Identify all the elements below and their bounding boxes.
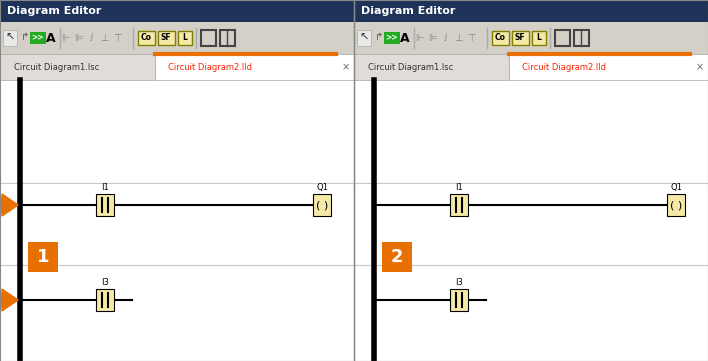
Text: L: L — [537, 34, 542, 43]
Bar — [178, 31, 192, 45]
Text: SF: SF — [515, 34, 525, 43]
Bar — [382, 242, 412, 272]
Text: L: L — [183, 34, 188, 43]
Text: >>: >> — [32, 34, 44, 43]
Text: SF: SF — [161, 34, 171, 43]
Bar — [354, 0, 708, 361]
Text: A: A — [400, 31, 410, 44]
Text: ↱: ↱ — [21, 32, 29, 42]
Text: ×: × — [342, 62, 350, 72]
Bar — [28, 242, 58, 272]
Bar — [0, 22, 354, 54]
FancyArrow shape — [0, 194, 18, 216]
Bar — [667, 194, 685, 216]
Bar — [574, 30, 589, 46]
Text: Q1: Q1 — [316, 183, 328, 192]
Bar — [313, 194, 331, 216]
Bar — [0, 80, 354, 361]
Bar — [96, 194, 114, 216]
Text: ×: × — [696, 62, 704, 72]
Bar — [354, 80, 708, 361]
Bar — [155, 54, 354, 80]
Bar — [0, 54, 354, 80]
Bar — [138, 31, 155, 45]
Text: ⊥: ⊥ — [100, 33, 108, 43]
Text: Q1: Q1 — [670, 183, 682, 192]
Text: ⊥: ⊥ — [454, 33, 462, 43]
Text: ⊤: ⊤ — [113, 33, 121, 43]
Text: ↱: ↱ — [375, 32, 383, 42]
Bar — [158, 31, 175, 45]
Bar — [450, 194, 468, 216]
Bar — [30, 32, 46, 44]
Text: >>: >> — [386, 34, 398, 43]
Bar — [357, 30, 371, 46]
Bar — [354, 54, 509, 80]
Text: A: A — [46, 31, 56, 44]
Bar — [354, 22, 708, 54]
Text: ⊩: ⊩ — [61, 33, 69, 43]
Text: ⊤: ⊤ — [467, 33, 475, 43]
Text: 1: 1 — [37, 248, 50, 266]
Bar — [450, 289, 468, 311]
Bar — [96, 289, 114, 311]
Text: Diagram Editor: Diagram Editor — [361, 6, 455, 16]
Bar — [0, 0, 354, 361]
Bar — [354, 0, 708, 22]
Bar — [0, 0, 354, 22]
Bar — [201, 30, 216, 46]
Text: Diagram Editor: Diagram Editor — [7, 6, 101, 16]
Bar — [492, 31, 509, 45]
Bar — [220, 30, 235, 46]
Text: 2: 2 — [391, 248, 404, 266]
Text: ( ): ( ) — [316, 200, 328, 210]
Text: ( ): ( ) — [670, 200, 682, 210]
Text: I3: I3 — [101, 278, 109, 287]
Text: Co: Co — [494, 34, 506, 43]
Text: Circuit Diagram2.lld: Circuit Diagram2.lld — [522, 62, 606, 71]
Bar — [555, 30, 570, 46]
Bar — [532, 31, 546, 45]
Text: I1: I1 — [101, 183, 109, 192]
FancyArrow shape — [0, 289, 18, 311]
Bar — [384, 32, 400, 44]
Text: I3: I3 — [455, 278, 463, 287]
Text: Circuit Diagram1.lsc: Circuit Diagram1.lsc — [368, 62, 453, 71]
Text: ⊫: ⊫ — [428, 33, 436, 43]
Text: ⊩: ⊩ — [415, 33, 423, 43]
Text: Co: Co — [140, 34, 152, 43]
Text: Circuit Diagram1.lsc: Circuit Diagram1.lsc — [14, 62, 99, 71]
Text: ⊫: ⊫ — [74, 33, 82, 43]
Bar — [3, 30, 17, 46]
Text: I1: I1 — [455, 183, 463, 192]
Text: ↖: ↖ — [360, 33, 369, 43]
Text: ⅈ: ⅈ — [443, 33, 447, 43]
Bar — [509, 54, 708, 80]
Text: Circuit Diagram2.lld: Circuit Diagram2.lld — [168, 62, 252, 71]
Text: ↖: ↖ — [6, 33, 15, 43]
Bar — [354, 54, 708, 80]
Text: ⅈ: ⅈ — [89, 33, 93, 43]
Bar — [512, 31, 529, 45]
Bar — [0, 54, 155, 80]
